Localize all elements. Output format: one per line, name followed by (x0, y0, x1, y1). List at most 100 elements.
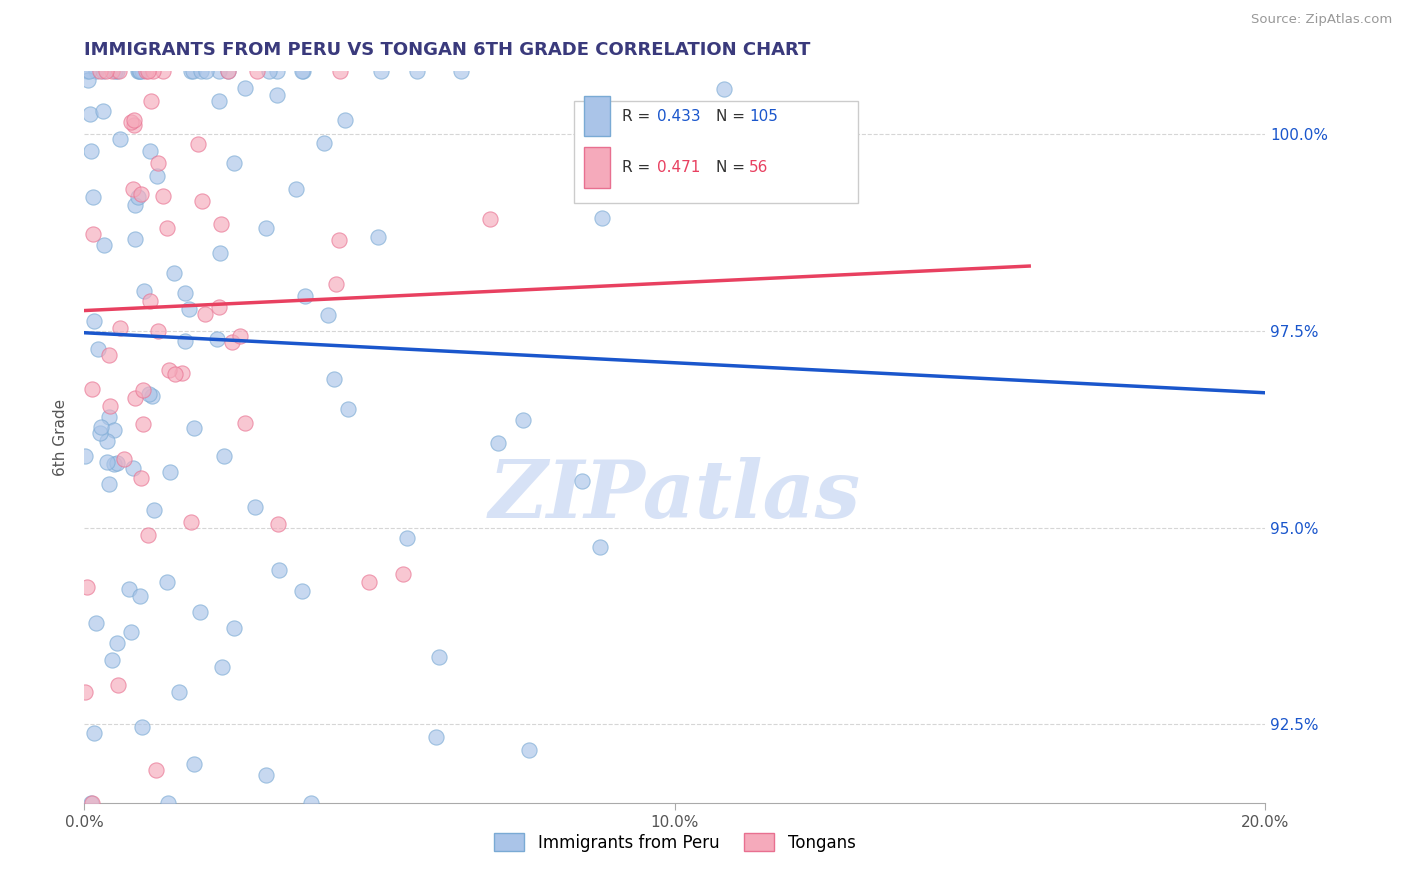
Point (80, 796, 103, 810)
Point (139, 145, 162, 159)
Point (131, 720, 153, 734)
Point (299, 796, 322, 810)
Point (322, 372, 344, 386)
Point (233, 416, 256, 430)
Text: N =: N = (716, 109, 745, 124)
Point (73, 685, 96, 699)
Point (571, 474, 593, 488)
Point (284, 181, 307, 195)
Point (589, 541, 612, 555)
Point (333, 112, 356, 127)
Point (122, 461, 145, 475)
Point (124, 391, 146, 405)
Point (136, 527, 159, 541)
Point (211, 660, 233, 674)
Point (180, 64, 202, 78)
Legend: Immigrants from Peru, Tongans: Immigrants from Peru, Tongans (486, 825, 863, 860)
Point (97, 348, 120, 362)
Point (163, 266, 186, 280)
Point (98, 476, 121, 491)
Point (138, 64, 160, 78)
Point (163, 367, 186, 381)
Point (105, 457, 128, 471)
Point (208, 300, 231, 314)
Point (156, 575, 179, 590)
Point (120, 115, 142, 129)
FancyBboxPatch shape (583, 147, 610, 187)
Point (103, 64, 125, 78)
Point (141, 389, 163, 403)
Point (82, 382, 104, 396)
Point (212, 449, 235, 463)
Point (488, 435, 510, 450)
Point (132, 284, 155, 298)
Point (122, 119, 145, 133)
Point (194, 307, 217, 321)
Point (217, 64, 239, 78)
Point (183, 757, 205, 772)
Point (208, 64, 231, 78)
Text: ZIPatlas: ZIPatlas (489, 457, 860, 534)
Point (291, 64, 314, 78)
Point (142, 64, 165, 78)
Point (145, 763, 167, 777)
Point (190, 64, 212, 78)
Point (218, 64, 240, 78)
Text: R =: R = (621, 160, 650, 175)
Point (208, 94, 231, 108)
Point (131, 383, 153, 397)
Text: 0.433: 0.433 (657, 109, 700, 124)
Point (75, 449, 97, 463)
Point (181, 64, 204, 78)
Point (87, 343, 110, 357)
Point (291, 583, 314, 598)
Point (146, 169, 169, 183)
Point (141, 95, 163, 109)
Point (76, 580, 98, 594)
Point (267, 517, 290, 532)
Point (221, 334, 243, 349)
FancyBboxPatch shape (575, 101, 858, 203)
Point (127, 190, 149, 204)
Point (82, 189, 104, 203)
Point (425, 731, 447, 745)
Point (156, 796, 179, 810)
Point (229, 329, 252, 343)
Point (124, 232, 146, 246)
Point (79, 107, 101, 121)
Point (392, 566, 415, 581)
Point (93, 238, 115, 252)
Point (152, 188, 174, 202)
Point (90, 419, 112, 434)
Point (209, 245, 232, 260)
Point (107, 64, 129, 78)
Point (450, 64, 472, 78)
Point (129, 64, 152, 78)
Point (512, 413, 534, 427)
Point (135, 64, 157, 78)
Point (243, 500, 266, 514)
Point (89, 425, 111, 440)
Point (112, 451, 135, 466)
Point (266, 87, 288, 102)
Text: R =: R = (621, 109, 650, 124)
Text: IMMIGRANTS FROM PERU VS TONGAN 6TH GRADE CORRELATION CHART: IMMIGRANTS FROM PERU VS TONGAN 6TH GRADE… (84, 41, 811, 59)
Point (224, 622, 246, 636)
Point (105, 636, 128, 650)
Point (395, 531, 418, 545)
Point (128, 589, 150, 603)
Point (405, 64, 427, 78)
Point (117, 582, 139, 597)
Point (191, 194, 214, 209)
Point (122, 112, 145, 127)
Point (142, 503, 165, 517)
Point (110, 321, 132, 335)
Text: 0.471: 0.471 (657, 160, 700, 175)
Point (138, 293, 160, 308)
Point (291, 64, 314, 78)
Point (101, 653, 124, 667)
Point (148, 325, 170, 339)
Point (254, 220, 277, 235)
Point (257, 64, 280, 78)
Point (103, 423, 125, 437)
